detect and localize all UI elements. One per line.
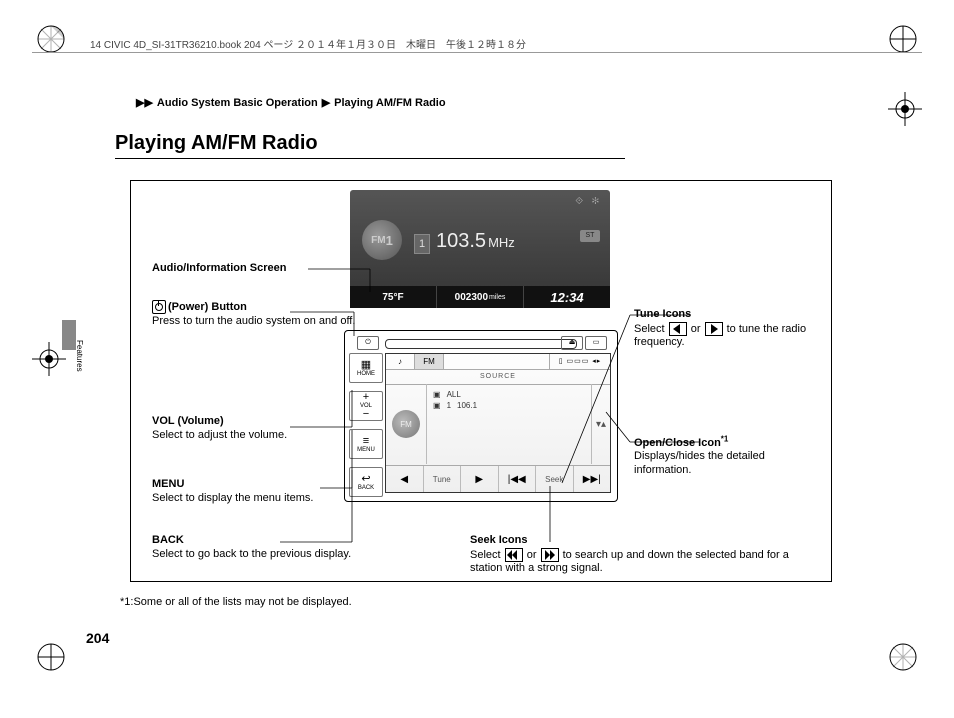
power-icon [152,300,166,314]
tab-right-icons: ▯ ▭▭▭ ◂▸ [549,354,610,370]
menu-button[interactable]: ≡MENU [349,429,383,459]
back-button[interactable]: ↩BACK [349,467,383,497]
callout-seek: Seek IconsSelect or to search up and dow… [470,534,820,576]
tune-left-icon[interactable]: ◀ [386,466,424,492]
fm-band-icon: FM1 [362,220,402,260]
seek-next-key-icon [541,548,559,562]
power-hw-button[interactable]: ⏻ [357,336,379,350]
side-tab [62,320,76,350]
callout-back: BACKSelect to go back to the previous di… [152,534,351,562]
seek-left-icon[interactable]: |◀◀ [499,466,537,492]
callout-audio-screen: Audio/Information Screen [152,262,286,276]
screen-tab-bar: ♪ FM ▯ ▭▭▭ ◂▸ [386,354,610,370]
breadcrumb-b: Playing AM/FM Radio [334,97,445,109]
callout-power: (Power) ButtonPress to turn the audio sy… [152,300,355,328]
display-odometer: 002300miles [437,286,524,308]
unit-screen: ♪ FM ▯ ▭▭▭ ◂▸ SOURCE FM ▣ALL ▣1106.1 ▾▴ … [385,353,611,493]
reg-mark-tl [36,24,66,54]
cross-mark-r [888,92,922,126]
tune-next-key-icon [705,322,723,336]
page-number: 204 [86,630,109,646]
header-rule [32,52,922,53]
tab-fm[interactable]: FM [415,354,444,370]
preset-list[interactable]: ▣ALL ▣1106.1 [426,384,592,464]
breadcrumb: ▶▶Audio System Basic Operation▶Playing A… [132,96,446,109]
tune-label: Tune [424,466,462,492]
screen-bottom-bar: ◀ Tune ▶ |◀◀ Seek ▶▶| [386,465,610,492]
callout-menu: MENUSelect to display the menu items. [152,478,313,506]
cross-mark-l [32,342,66,376]
head-unit: ⏻ ⏏ ▭ ▦HOME +VOL− ≡MENU ↩BACK ♪ FM ▯ ▭▭▭… [344,330,618,502]
side-label: Features [75,340,84,372]
stereo-badge: ST [580,230,600,242]
volume-button[interactable]: +VOL− [349,391,383,421]
section-rule [115,158,625,159]
source-row[interactable]: SOURCE [386,370,610,385]
tune-right-icon[interactable]: ▶ [461,466,499,492]
aux-button[interactable]: ▭ [585,336,607,350]
display-clock: 12:34 [524,286,610,308]
display-status-icons: ⟐ ✻ [575,196,602,207]
open-close-icon[interactable]: ▾▴ [592,384,610,464]
callout-tune: Tune IconsSelect or to tune the radio fr… [634,308,824,350]
reg-mark-bl [36,642,66,672]
reg-mark-br [888,642,918,672]
eject-button[interactable]: ⏏ [561,336,583,350]
reg-mark-tr [888,24,918,54]
info-display: ⟐ ✻ FM1 1 ST 103.5MHz 75°F 002300miles 1… [350,190,610,308]
display-bottom-bar: 75°F 002300miles 12:34 [350,286,610,308]
seek-label: Seek [536,466,574,492]
tab-music-icon[interactable]: ♪ [386,354,415,370]
display-frequency: 103.5MHz [436,230,515,253]
callout-openclose: Open/Close Icon*1Displays/hides the deta… [634,434,824,478]
tune-prev-key-icon [669,322,687,336]
home-button[interactable]: ▦HOME [349,353,383,383]
breadcrumb-a: Audio System Basic Operation [157,97,318,109]
disc-slot [385,339,577,349]
footnote: *1:Some or all of the lists may not be d… [120,596,352,608]
seek-prev-key-icon [505,548,523,562]
display-temp: 75°F [350,286,437,308]
side-button-column: ▦HOME +VOL− ≡MENU ↩BACK [349,353,381,497]
callout-volume: VOL (Volume)Select to adjust the volume. [152,415,287,443]
section-title: Playing AM/FM Radio [115,132,318,155]
header-filename: 14 CIVIC 4D_SI-31TR36210.book 204 ページ ２０… [90,36,526,51]
display-preset-num: 1 [414,234,430,254]
screen-fm-icon: FM [386,384,426,464]
seek-right-icon[interactable]: ▶▶| [574,466,611,492]
